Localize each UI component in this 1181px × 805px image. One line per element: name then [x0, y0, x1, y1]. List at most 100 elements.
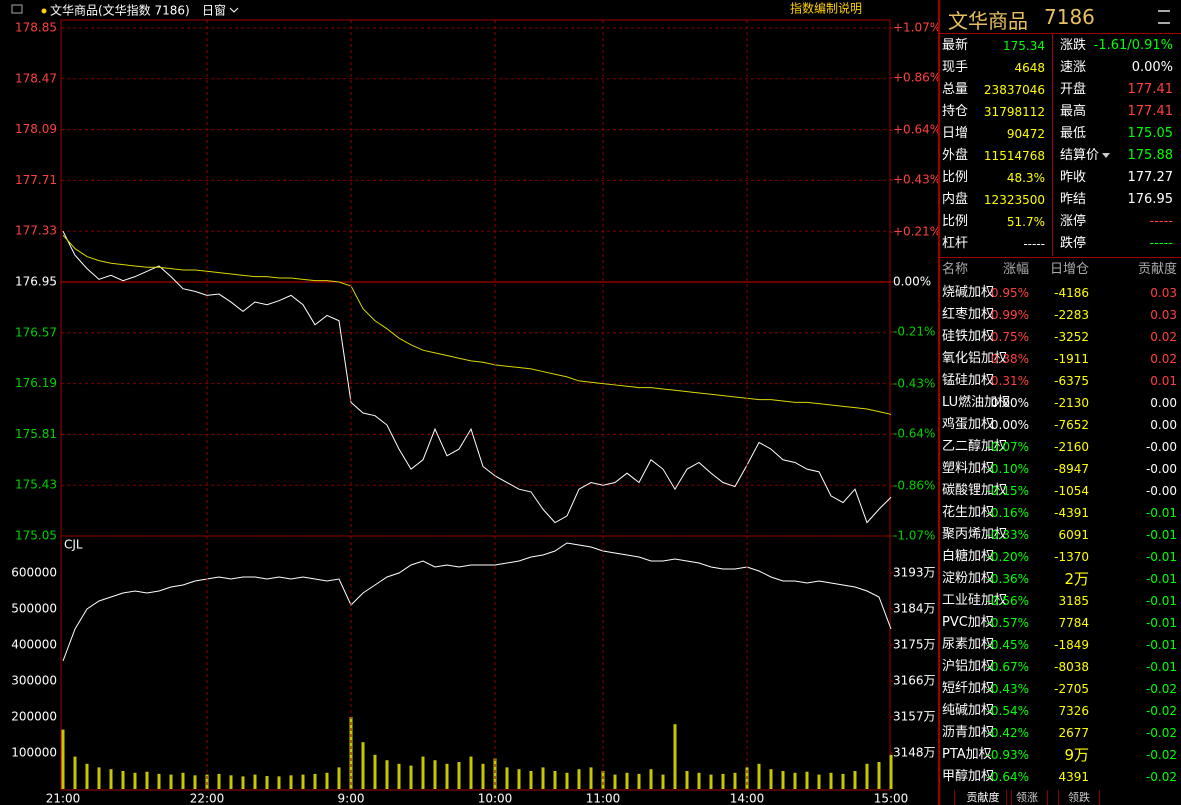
table-row[interactable]: 碳酸锂加权 -0.15% -1054 -0.00 [940, 480, 1181, 502]
table-cell: -0.10% [986, 462, 1029, 476]
table-row[interactable]: 白糖加权 -0.20% -1370 -0.01 [940, 546, 1181, 568]
menu-button[interactable] [1158, 10, 1170, 24]
table-cell: -8038 [1054, 660, 1089, 674]
table-cell: 4391 [1058, 770, 1089, 784]
table-row[interactable]: 短纤加权 -0.43% -2705 -0.02 [940, 678, 1181, 700]
volume-bar [829, 772, 833, 789]
volume-bar [769, 769, 773, 789]
quote-value: 4648 [1014, 61, 1045, 75]
table-row[interactable]: LU燃油加权 0.00% -2130 0.00 [940, 392, 1181, 414]
table-row[interactable]: 聚丙烯加权 -0.33% 6091 -0.01 [940, 524, 1181, 546]
volume-bar [565, 772, 569, 789]
table-row[interactable]: 花生加权 -0.16% -4391 -0.01 [940, 502, 1181, 524]
table-cell: -0.15% [986, 484, 1029, 498]
volume-bar [709, 774, 713, 789]
quote-label: 持仓 [942, 104, 969, 119]
window-chevron[interactable] [229, 7, 239, 13]
table-row[interactable]: 硅铁加权 0.75% -3252 0.02 [940, 326, 1181, 348]
volume-bar [733, 772, 737, 789]
volume-bar [229, 775, 233, 789]
quote-row: 最高 177.41 [940, 101, 1181, 123]
table-row[interactable]: 红枣加权 0.99% -2283 0.03 [940, 304, 1181, 326]
y-tick-label: 175.81 [15, 427, 57, 441]
quote-value: 0.00% [1131, 60, 1173, 75]
table-row[interactable]: PTA加权 -0.93% 9万 -0.02 [940, 744, 1181, 766]
table-row[interactable]: 淀粉加权 -0.36% 2万 -0.01 [940, 568, 1181, 590]
column-header[interactable]: 涨幅 [1002, 262, 1029, 277]
table-row[interactable]: 氧化铝加权 0.38% -1911 0.02 [940, 348, 1181, 370]
column-header[interactable]: 贡献度 [1137, 262, 1177, 277]
quote-label: 日增 [942, 126, 969, 141]
table-row[interactable]: PVC加权 -0.57% 7784 -0.01 [940, 612, 1181, 634]
table-cell: -1911 [1054, 352, 1089, 366]
window-selector[interactable]: 日窗 [202, 4, 226, 18]
volume-bar [541, 767, 545, 789]
volume-bar [517, 769, 521, 789]
volume-bar [337, 767, 341, 789]
dropdown-icon[interactable] [1102, 153, 1111, 158]
table-cell: 0.02 [1150, 352, 1177, 366]
table-row[interactable]: 工业硅加权 -0.56% 3185 -0.01 [940, 590, 1181, 612]
table-cell: 0.31% [990, 374, 1029, 388]
quote-value: 90472 [1006, 127, 1045, 141]
quote-label: 杠杆 [942, 236, 969, 251]
table-cell: 0.75% [990, 330, 1029, 344]
panel-tab[interactable]: 领涨 [1006, 790, 1048, 805]
quote-value: 175.88 [1127, 148, 1174, 163]
volume-bar [181, 772, 185, 789]
table-cell: 0.03 [1150, 308, 1177, 322]
volume-bar [889, 754, 893, 789]
y-tick-label: 177.33 [15, 224, 57, 238]
table-cell: -0.01 [1145, 550, 1177, 564]
table-cell: 0.03 [1150, 286, 1177, 300]
table-header: 名称 涨幅 日增仓 贡献度 [940, 259, 1181, 281]
y2-tick-label: -1.07% [893, 529, 935, 543]
table-cell: -0.36% [986, 572, 1029, 586]
quote-label: 涨跌 [1060, 38, 1087, 53]
column-header[interactable]: 名称 [942, 262, 969, 277]
table-cell: -3252 [1054, 330, 1089, 344]
table-row[interactable]: 沥青加权 -0.42% 2677 -0.02 [940, 722, 1181, 744]
index-info-link[interactable]: 指数编制说明 [790, 1, 862, 16]
title-dot [41, 8, 47, 14]
column-header[interactable]: 日增仓 [1049, 262, 1089, 277]
table-row[interactable]: 乙二醇加权 -0.07% -2160 -0.00 [940, 436, 1181, 458]
volume-bar [85, 763, 89, 789]
table-cell: 烧碱加权 [942, 285, 995, 300]
quote-label: 涨停 [1060, 214, 1087, 229]
table-cell: 工业硅加权 [942, 593, 1008, 608]
table-row[interactable]: 纯碱加权 -0.54% 7326 -0.02 [940, 700, 1181, 722]
volume-bar [589, 767, 593, 789]
table-row[interactable]: 尿素加权 -0.45% -1849 -0.01 [940, 634, 1181, 656]
panel-tab[interactable]: 领跌 [1058, 790, 1100, 805]
panel-tab[interactable]: 贡献度 [954, 790, 1012, 805]
table-cell: 聚丙烯加权 [942, 527, 1008, 542]
volume-bar [685, 771, 689, 789]
volume-bar [661, 774, 665, 789]
y-tick-label: 176.95 [15, 275, 57, 289]
window-icon[interactable] [11, 4, 23, 14]
y-tick-label: 176.19 [15, 376, 57, 390]
table-row[interactable]: 锰硅加权 0.31% -6375 0.01 [940, 370, 1181, 392]
volume-bar [157, 773, 161, 789]
table-cell: 塑料加权 [942, 461, 995, 476]
quote-label: 昨收 [1060, 170, 1087, 185]
y2-tick-label: -0.21% [893, 324, 935, 338]
quote-value: 177.41 [1127, 82, 1174, 97]
table-row[interactable]: 沪铝加权 -0.67% -8038 -0.01 [940, 656, 1181, 678]
quote-value: 177.41 [1127, 104, 1174, 119]
table-row[interactable]: 甲醇加权 -0.64% 4391 -0.02 [940, 766, 1181, 788]
volume-bar [277, 776, 281, 789]
y-tick-label: 175.05 [15, 529, 57, 543]
table-row[interactable]: 烧碱加权 0.95% -4186 0.03 [940, 282, 1181, 304]
volume-bar [817, 774, 821, 789]
quote-label: 最新 [942, 38, 969, 53]
table-row[interactable]: 塑料加权 -0.10% -8947 -0.00 [940, 458, 1181, 480]
table-cell: -0.01 [1145, 506, 1177, 520]
table-cell: -0.01 [1145, 660, 1177, 674]
quote-value: ----- [1023, 237, 1045, 251]
y-tick-label: 178.85 [15, 21, 57, 35]
table-row[interactable]: 鸡蛋加权 0.00% -7652 0.00 [940, 414, 1181, 436]
table-cell: 0.95% [990, 286, 1029, 300]
